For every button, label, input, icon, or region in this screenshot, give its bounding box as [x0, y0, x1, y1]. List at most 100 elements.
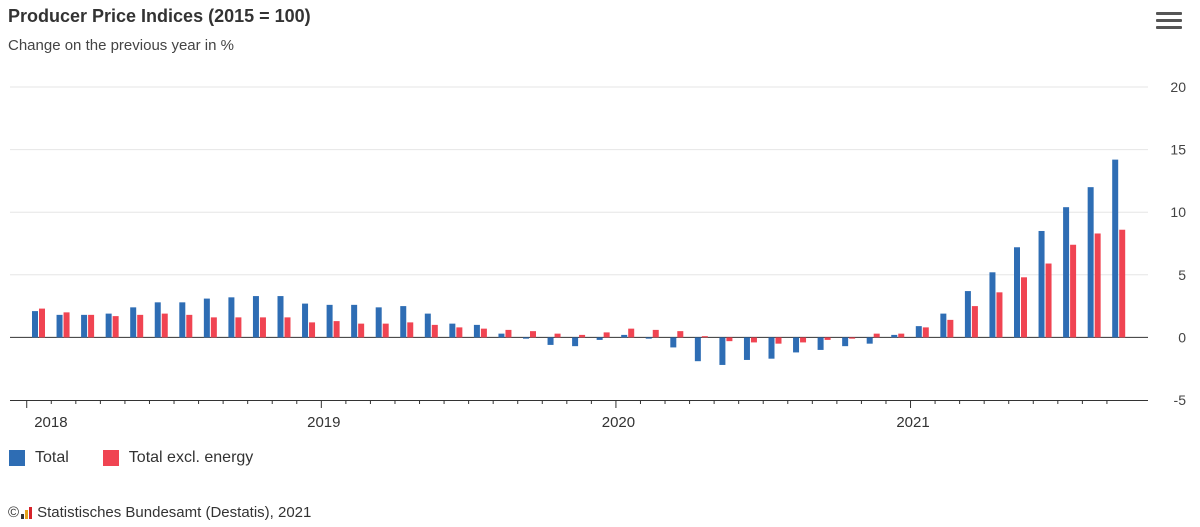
x-tick-label: 2020: [602, 414, 635, 431]
bar-total: [1063, 207, 1070, 338]
bar-total-excl-energy: [603, 332, 610, 338]
x-tick-label: 2019: [307, 414, 340, 431]
bar-total: [154, 302, 161, 338]
bar-total-excl-energy: [677, 331, 684, 338]
legend-label-total-excl-energy: Total excl. energy: [128, 449, 254, 466]
bar-total-excl-energy: [333, 321, 340, 338]
bar-total-excl-energy: [898, 333, 905, 338]
bar-total: [105, 313, 112, 338]
bar-total-excl-energy: [775, 337, 782, 344]
bar-total-excl-energy: [971, 306, 978, 338]
bar-total: [375, 307, 382, 338]
bar-total: [793, 337, 800, 353]
bar-total: [596, 337, 603, 340]
bar-total: [1112, 159, 1119, 338]
bar-total: [203, 298, 210, 338]
y-tick-label: 15: [1170, 142, 1186, 158]
bar-total-excl-energy: [112, 316, 119, 338]
bar-total-excl-energy: [161, 313, 168, 338]
bar-total: [523, 337, 529, 339]
bar-total-excl-energy: [824, 337, 831, 340]
legend-swatch-total-excl-energy: [102, 450, 119, 466]
bar-total: [130, 307, 137, 338]
bar-total-excl-energy: [309, 322, 316, 338]
bars: [32, 159, 1126, 365]
bar-total-excl-energy: [63, 312, 70, 338]
bar-total-excl-energy: [1094, 233, 1101, 338]
bar-total-excl-energy: [750, 337, 757, 343]
bar-total-excl-energy: [259, 317, 266, 338]
y-tick-label: 10: [1170, 204, 1186, 220]
y-axis-ticks: -5 0 5 10 15 20: [1170, 79, 1186, 408]
chart-title: Producer Price Indices (2015 = 100): [8, 6, 311, 26]
bar-total: [915, 326, 922, 338]
y-tick-label: 0: [1178, 329, 1186, 345]
bar-total-excl-energy: [456, 327, 463, 338]
bar-total-excl-energy: [1045, 263, 1052, 338]
bar-total: [989, 272, 996, 338]
bar-total: [1087, 187, 1094, 338]
bar-total: [1038, 230, 1045, 338]
legend: Total Total excl. energy: [9, 449, 253, 467]
bar-total: [473, 324, 480, 338]
bar-total: [498, 333, 505, 338]
bar-total-excl-energy: [431, 324, 438, 338]
bar-total-excl-energy: [39, 308, 45, 338]
bar-total-excl-energy: [210, 317, 217, 338]
bar-total: [424, 313, 431, 338]
bar-total: [891, 334, 898, 338]
legend-item-total[interactable]: Total: [9, 449, 69, 467]
bar-chart: -5 0 5 10 15 20 2018 2019 2020 2021: [10, 79, 1186, 431]
bar-total-excl-energy: [1119, 229, 1126, 338]
bar-total-excl-energy: [726, 337, 733, 342]
bar-total-excl-energy: [1070, 244, 1077, 338]
bar-total: [179, 302, 186, 338]
bar-total-excl-energy: [235, 317, 242, 338]
bar-total: [621, 334, 628, 338]
bar-total-excl-energy: [628, 328, 635, 338]
bar-total-excl-energy: [407, 322, 414, 338]
bar-total: [56, 314, 63, 338]
bar-total: [326, 304, 333, 338]
bar-total-excl-energy: [186, 314, 193, 338]
bar-total-excl-energy: [505, 329, 512, 338]
bar-total: [670, 337, 677, 348]
bar-total: [32, 311, 38, 338]
bar-total: [572, 337, 579, 347]
bar-total-excl-energy: [554, 333, 561, 338]
bar-total: [719, 337, 726, 365]
legend-item-total-excl-energy[interactable]: Total excl. energy: [102, 449, 254, 467]
bar-total-excl-energy: [137, 314, 144, 338]
copyright-symbol: ©: [8, 504, 20, 521]
source-text: Statistisches Bundesamt (Destatis), 2021: [37, 504, 312, 521]
bar-total-excl-energy: [284, 317, 291, 338]
bar-total: [817, 337, 824, 350]
bar-total-excl-energy: [800, 337, 807, 343]
bar-total-excl-energy: [922, 327, 929, 338]
bar-total-excl-energy: [873, 333, 880, 338]
bar-total: [302, 303, 309, 338]
bar-total-excl-energy: [480, 328, 487, 338]
bar-total: [743, 337, 750, 360]
chart-subtitle: Change on the previous year in %: [8, 37, 234, 54]
bar-total-excl-energy: [701, 336, 708, 338]
bar-total-excl-energy: [358, 323, 365, 338]
bar-total-excl-energy: [88, 314, 95, 338]
bar-total: [400, 306, 407, 338]
bar-total: [351, 304, 358, 338]
bar-total: [866, 337, 873, 344]
bar-total-excl-energy: [579, 334, 586, 338]
x-axis: 2018 2019 2020 2021: [10, 400, 1148, 431]
bar-total: [277, 296, 284, 338]
bar-total: [768, 337, 775, 359]
y-tick-label: 5: [1178, 267, 1186, 283]
x-tick-label: 2021: [896, 414, 929, 431]
hamburger-menu-icon[interactable]: [1156, 12, 1182, 34]
legend-label-total: Total: [35, 449, 69, 466]
bar-total: [252, 296, 259, 338]
bar-total: [645, 337, 652, 339]
destatis-logo-icon: [21, 506, 33, 519]
bar-total-excl-energy: [947, 319, 954, 338]
bar-total: [81, 314, 88, 338]
bar-total: [964, 291, 971, 338]
